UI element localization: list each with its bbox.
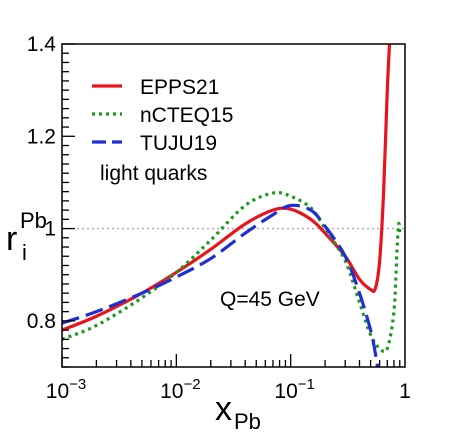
plot-frame [61,43,406,368]
y-tick-label: 1 [44,218,56,241]
group-label: light quarks [100,162,207,185]
series-ncteq15-line [62,190,402,354]
legend-label-epps21: EPPS21 [140,76,219,99]
legend-label-ncteq15: nCTEQ15 [140,104,233,127]
series-layer [62,44,402,367]
x-axis-title-sub: Pb [234,409,261,433]
x-tick-label: 10−3 [46,376,86,403]
y-axis-title-base: r [6,220,17,258]
tick-labels-layer: 10−3 10−2 10−1 1 0.8 1 1.2 1.4 [27,33,411,403]
legend-label-tuju19: TUJU19 [140,132,217,155]
x-axis-title-base: x [215,390,232,428]
series-tuju19-line [62,203,380,367]
y-tick-label: 1.4 [27,33,57,56]
x-tick-label: 1 [399,380,411,403]
y-axis-title-sub: i [22,240,27,265]
y-axis-title-sup: Pb [20,208,47,233]
ticks-layer [61,43,401,368]
scale-label: Q=45 GeV [220,288,320,311]
x-axis-title: x Pb [215,390,261,433]
legend: EPPS21 nCTEQ15 TUJU19 [92,76,233,155]
y-tick-label: 1.2 [27,125,56,148]
x-tick-label: 10−1 [274,376,314,403]
x-tick-label: 10−2 [160,376,200,403]
y-tick-label: 0.8 [27,310,56,333]
y-axis-title: r i Pb [6,208,47,265]
